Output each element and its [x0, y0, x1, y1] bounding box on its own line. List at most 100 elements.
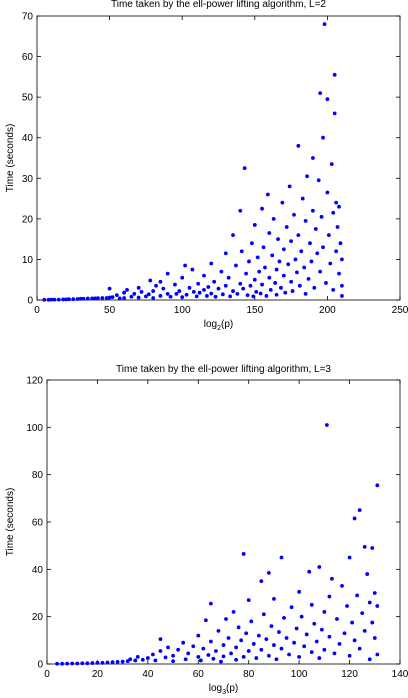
chart2-data-point	[246, 649, 251, 653]
chart1-data-point	[209, 261, 214, 266]
chart2-data-point	[299, 614, 304, 619]
chart1-data-point	[223, 251, 228, 256]
chart2-data-point	[110, 660, 115, 665]
chart2-data-point	[221, 643, 226, 647]
chart1-data-point	[254, 289, 259, 294]
chart1-data-point	[151, 289, 156, 293]
chart2-data-point	[176, 647, 181, 652]
chart1-data-point	[305, 174, 309, 179]
chart1-data-point	[46, 297, 51, 302]
chart2-xlabel-tail: (p)	[226, 683, 238, 694]
chart2-data-point	[375, 483, 380, 488]
chart1-data-point	[316, 178, 321, 183]
chart1-data-point	[146, 292, 151, 297]
chart1-data-point	[329, 162, 334, 166]
chart1-data-point	[276, 237, 280, 242]
chart1-xtick-label: 150	[246, 305, 263, 316]
chart2-data-point	[259, 647, 264, 652]
chart1-data-point	[202, 287, 206, 292]
chart2-axes-frame	[46, 379, 401, 665]
chart1-data-point	[212, 279, 217, 284]
chart2-data-point	[203, 618, 208, 623]
chart2-data-point	[274, 657, 279, 662]
chart2-data-point	[133, 658, 138, 663]
chart2-data-point	[307, 569, 312, 574]
chart2-xlabel-sub: 3	[222, 689, 226, 696]
chart1-data-point	[49, 297, 54, 302]
chart2-data-point	[272, 597, 276, 601]
chart1-data-point	[280, 200, 285, 205]
chart2-ytick-label: 60	[32, 518, 44, 529]
chart1-data-point	[180, 295, 185, 300]
chart1-data-point	[290, 289, 295, 293]
chart2-data-point	[375, 604, 380, 608]
chart2-data-point	[347, 653, 352, 658]
chart1-xlabel-tail: (p)	[221, 319, 233, 330]
chart2-data-point	[90, 661, 95, 665]
chart1-data-point	[322, 22, 327, 27]
chart1-data-point	[191, 289, 196, 294]
chart2-data-point	[259, 579, 264, 584]
chart2-data-point	[372, 591, 377, 595]
chart2-data-point	[214, 649, 218, 653]
chart1-data-point	[90, 296, 95, 301]
chart1-data-point	[197, 290, 202, 295]
chart2-data-point	[279, 555, 284, 560]
chart1-xtick-label: 200	[319, 305, 336, 316]
chart2-data-point	[337, 641, 342, 646]
chart2-xtick-label: 0	[44, 669, 50, 680]
chart2-data-point	[163, 655, 168, 660]
chart2-ylabel: Time (seconds)	[5, 488, 16, 557]
chart1-data-point	[255, 255, 260, 260]
chart2-data-point	[158, 649, 163, 653]
chart1-data-point	[239, 249, 244, 254]
chart1-data-point	[122, 290, 127, 295]
chart2-data-point	[181, 640, 186, 645]
chart1-data-point	[277, 259, 282, 264]
chart2-data-point	[171, 659, 175, 664]
chart1-data-point	[257, 269, 262, 274]
chart1-data-point	[318, 91, 323, 95]
chart2-data-point	[100, 660, 105, 665]
chart1-data-point	[158, 279, 163, 284]
chart2-data-point	[340, 584, 344, 588]
chart2-data-point	[319, 627, 324, 632]
chart1-ytick-label: 10	[22, 255, 34, 266]
chart1-data-point	[190, 267, 195, 272]
chart2-data-point	[85, 661, 90, 666]
chart1-data-point	[268, 287, 273, 292]
chart1-data-point	[293, 257, 298, 262]
chart2-data-point	[367, 600, 372, 605]
chart1-data-point	[270, 253, 275, 258]
chart2-data-point	[206, 653, 211, 657]
chart1-data-point	[96, 296, 100, 301]
chart1-data-point	[318, 269, 323, 274]
chart1-data-point	[148, 278, 153, 283]
chart1-data-point	[234, 263, 238, 268]
chart2-data-point	[314, 639, 319, 644]
chart1-data-point	[310, 208, 315, 213]
chart2-data-point	[211, 656, 216, 661]
chart2-data-point	[234, 657, 239, 662]
chart1-data-point	[125, 287, 129, 292]
chart1-data-point	[81, 296, 86, 301]
chart2-data-point	[332, 651, 337, 656]
chart1-data-point	[219, 269, 224, 274]
chart1-data-point	[263, 265, 267, 270]
chart1-data-point	[260, 282, 264, 287]
chart1-data-point	[274, 267, 279, 272]
chart1-xtick-label: 50	[104, 305, 116, 316]
chart2-data-point	[355, 593, 360, 598]
chart1-data-point	[283, 290, 288, 295]
chart1-data-point	[204, 294, 209, 298]
chart2-data-point	[272, 643, 276, 647]
chart2-data-point	[221, 654, 226, 659]
chart1-data-point	[258, 291, 263, 296]
chart1-data-point	[61, 297, 66, 302]
chart2-data-point	[357, 508, 362, 513]
chart2-data-point	[352, 516, 357, 521]
chart1-data-point	[196, 281, 201, 286]
chart2-data-point	[140, 657, 145, 662]
chart2-data-point	[370, 620, 375, 625]
chart1-data-point	[107, 295, 112, 300]
